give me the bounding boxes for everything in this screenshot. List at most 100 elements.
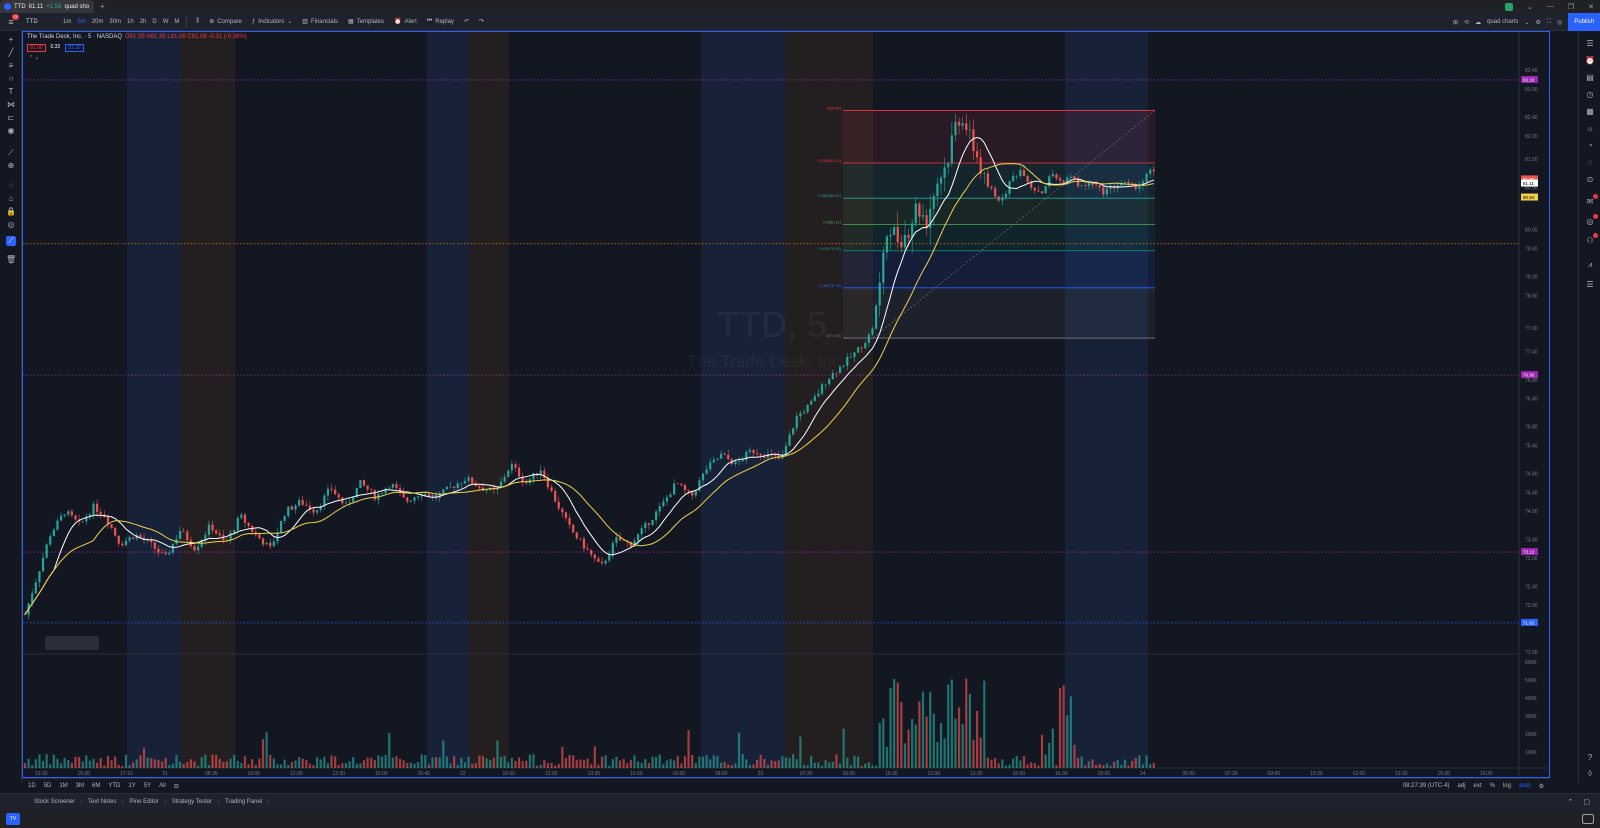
ext-toggle[interactable]: ext [1473,783,1482,789]
minimize-button[interactable]: — [1546,3,1554,10]
range-all[interactable]: All [159,783,166,789]
brush-icon[interactable]: ○ [8,74,14,83]
floating-drawing-toolbar[interactable] [45,636,99,650]
zoom-in-icon[interactable]: ⊕ [7,161,15,170]
templates-button[interactable]: ▦ Templates [343,18,389,26]
collapse-legend-icon[interactable]: ⌃ ⌄ [29,55,39,61]
chart-pane[interactable]: 83.40 83.00 82.40 82.00 81.50 80.90 80.00 79.60… [22,31,1550,778]
fast-moving-average-line[interactable] [24,136,1154,615]
interval-1m[interactable]: 1m [63,18,72,25]
data-window-icon[interactable]: ▤ [1586,73,1594,82]
fullscreen-icon[interactable]: ⛶ [1546,18,1552,25]
symbol-search[interactable]: TTD [26,18,38,25]
range-6m[interactable]: 6M [92,783,101,789]
eye-icon[interactable]: ◉ [7,126,15,135]
log-toggle[interactable]: log [1502,783,1511,789]
indicators-button[interactable]: ƒ Indicators ⌄ [247,18,297,26]
price-axis-badge[interactable] [1521,175,1538,183]
main-menu-button[interactable]: ≡ 11 [0,13,22,27]
compare-button[interactable]: ⊕ Compare [204,18,247,26]
new-tab-button[interactable]: + [100,2,105,11]
chart-type-button[interactable]: ⫼ [191,18,204,25]
layout-name[interactable]: quad charts [1487,19,1519,25]
maximize-button[interactable]: ❐ [1567,3,1575,11]
interval-30m[interactable]: 30m [109,18,122,25]
price-axis-badge[interactable] [1521,75,1538,83]
range-5y[interactable]: 5Y [143,783,152,789]
chat-bubble-icon[interactable]: ◎ [1586,217,1594,226]
price-axis-badge[interactable] [1521,179,1538,187]
financials-button[interactable]: ▥ Financials [297,18,343,26]
collapse-icon[interactable]: ⌃ [1567,799,1574,806]
adj-toggle[interactable]: adj [1457,783,1466,789]
layers-icon[interactable]: ◊ [1588,769,1592,778]
drawing-tree-icon[interactable]: ⟋ [6,236,16,246]
clock[interactable]: 08:27:39 (UTC-4) [1402,783,1450,789]
order-panel-icon[interactable]: ⩘ [1587,260,1593,269]
crosshair-icon[interactable]: + [8,35,14,44]
slow-moving-average-line[interactable] [24,163,1154,615]
range-3m[interactable]: 3M [75,783,85,789]
undo-button[interactable]: ↶ [459,18,474,25]
panel-tab-trading-panel[interactable]: Trading Panel [219,799,270,805]
replay-button[interactable]: ⏮ Replay [422,18,459,25]
price-axis-badge[interactable] [1521,618,1538,626]
range-1m[interactable]: 1M [59,783,68,789]
account-icon[interactable]: ⚇ [1586,236,1594,245]
publish-button[interactable]: Publish [1568,13,1600,31]
price-axis-badge[interactable] [1521,371,1538,379]
trash-icon[interactable]: 🗑 [6,255,17,264]
trend-line-icon[interactable]: ╱ [8,48,14,57]
panel-tab-stock-screener[interactable]: Stock Screener [28,799,83,805]
lock-drawing-icon[interactable]: ⌂ [8,194,14,203]
extension-icon[interactable] [1504,2,1513,11]
ruler-icon[interactable]: ⟋ [8,148,14,157]
alerts-icon[interactable]: ⏰ [1585,56,1595,65]
panel-tab-strategy-tester[interactable]: Strategy Tester [166,799,219,805]
fib-icon[interactable]: ≡ [8,61,14,70]
calendar-icon[interactable]: ▦ [1586,107,1594,116]
tradingview-app-icon[interactable]: TV [6,813,20,825]
prediction-icon[interactable]: ⊏ [7,113,15,122]
layout-icon[interactable]: ⊞ [1453,19,1459,26]
buy-button[interactable]: 81.32 [65,44,84,52]
system-tray-icon[interactable] [1582,814,1594,824]
maximize-panel-icon[interactable]: ▢ [1583,799,1590,806]
close-button[interactable]: ✕ [1588,3,1594,11]
gift-icon[interactable]: ✉ [1586,197,1594,206]
range-1d[interactable]: 1D [28,783,36,789]
price-chart[interactable]: 83.40 83.00 82.40 82.00 81.50 80.90 80.00 79.60… [23,32,1550,778]
help-icon[interactable]: ? [1587,753,1593,762]
browser-tab[interactable]: TTD 81.11 +1.59 quad sho [0,0,94,13]
percent-toggle[interactable]: % [1489,783,1495,789]
price-axis-badge[interactable] [1521,548,1538,556]
interval-20m[interactable]: 20m [91,18,104,25]
interval-2h[interactable]: 2h [139,18,147,25]
range-1y[interactable]: 1Y [128,783,136,789]
text-icon[interactable]: T [8,87,14,96]
chevron-down-icon[interactable]: ⌄ [1524,19,1530,26]
interval-W[interactable]: W [162,18,169,25]
interval-M[interactable]: M [174,18,180,25]
dom-icon[interactable]: ☰ [1586,280,1594,289]
visibility-icon[interactable]: ◎ [7,220,15,229]
alert-button[interactable]: ⏰ Alert [389,18,422,26]
goto-date-icon[interactable]: ⊟ [173,783,179,790]
redo-button[interactable]: ↷ [474,18,489,25]
profile-icon[interactable]: ⌄ [1526,3,1533,11]
watchlist-icon[interactable]: ☰ [1586,39,1594,48]
notifications-icon[interactable]: ⊙ [1586,175,1594,184]
settings-icon[interactable]: ⚙ [1538,783,1544,790]
sync-icon[interactable]: ⟲ [1464,19,1470,26]
chat-icon[interactable]: ◌ [1587,158,1593,167]
panel-tab-pine-editor[interactable]: Pine Editor [123,799,166,805]
sell-button[interactable]: 81.00 [27,44,46,52]
ideas-icon[interactable]: ☼ [1586,124,1594,133]
price-axis-badge[interactable] [1521,193,1538,201]
pattern-icon[interactable]: ⋈ [7,100,15,109]
lock-icon[interactable]: 🔒 [6,207,16,216]
panel-tab-text-notes[interactable]: Text Notes [82,799,124,805]
interval-5m[interactable]: 5m [77,18,86,25]
interval-D[interactable]: D [152,18,157,25]
legend-title[interactable]: The Trade Desk, Inc. · 5 · NASDAQ [27,34,123,40]
